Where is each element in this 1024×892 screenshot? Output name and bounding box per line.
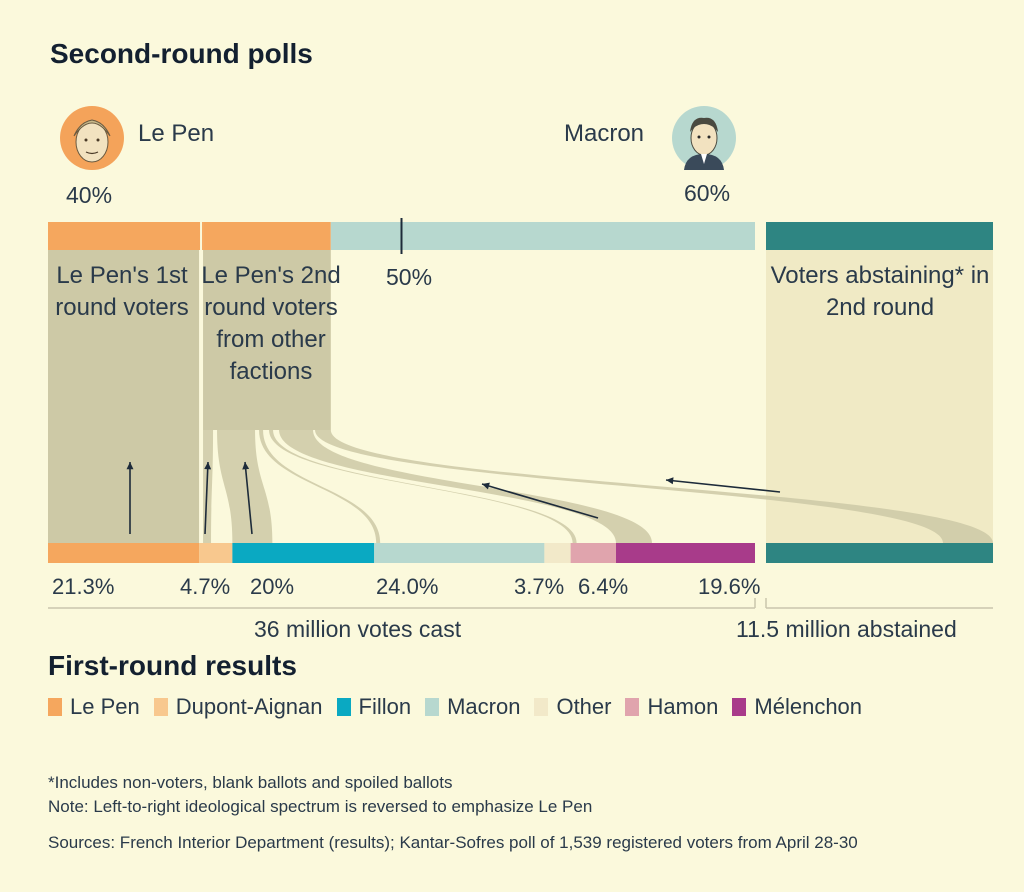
arrow-abstain-head [666,477,674,485]
lepen-1st-round-voters-label: Le Pen's 1st round voters [55,262,189,321]
legend: Le Pen Dupont-Aignan Fillon Macron Other… [48,694,876,720]
legend-label: Fillon [358,694,412,719]
midpoint-label: 50% [386,264,433,290]
arrow-fillon-head [242,462,250,470]
flow-fillon-to-lepen [217,430,273,543]
le-pen-portrait-icon [73,119,111,163]
legend-label: Other [556,694,612,719]
legend-item-le-pen: Le Pen [48,694,140,720]
abstained-total: 11.5 million abstained [736,616,957,642]
first-round-bar-abstained [766,543,993,563]
macron-portrait-icon [684,117,724,170]
footnote-note: Note: Left-to-right ideological spectrum… [48,797,593,816]
first-round-bar-melenchon [616,543,755,563]
first-round-label-melenchon: 19.6% [698,574,761,599]
first-round-label-hamon: 6.4% [578,574,629,599]
flow-melenchon-to-lepen [279,430,653,543]
first-round-label-le-pen: 21.3% [52,574,115,599]
first-round-bar-le-pen [48,543,200,563]
second-round-bar-macron [330,222,755,250]
le-pen-second-round-pct: 40% [66,182,113,208]
first-round-bar-macron [374,543,545,563]
legend-swatch [425,698,440,716]
legend-swatch [336,698,351,716]
second-round-bar-lepen-new [203,222,331,250]
first-round-label-dupont-aignan: 4.7% [180,574,231,599]
arrow-dupont-head [204,462,212,470]
flow-abstain-stay [766,250,993,543]
legend-item-other: Other [534,694,611,720]
legend-swatch [48,698,62,716]
legend-label: Le Pen [70,694,140,719]
flow-hamon-to-lepen [269,430,577,543]
flow-abstain-to-lepen [315,430,993,543]
flow-macron-to-lepen [259,430,381,543]
legend-label: Hamon [647,694,719,719]
first-round-label-macron: 24.0% [376,574,439,599]
legend-swatch [625,698,640,716]
chart-title: Second-round polls [50,38,313,69]
legend-item-hamon: Hamon [625,694,718,720]
legend-item-melenchon: Mélenchon [732,694,862,720]
legend-label: Macron [447,694,521,719]
legend-label: Mélenchon [754,694,863,719]
first-round-bar-dupont-aignan [199,543,233,563]
footnote-sources: Sources: French Interior Department (res… [48,833,858,852]
abstaining-voters-label: Voters abstaining* in 2nd round [770,262,990,321]
arrow-fillon-shaft [244,461,253,535]
arrow-melenchon-shaft [481,483,599,519]
first-round-bar-hamon [570,543,617,563]
flow-lepen-first-round [48,250,200,543]
votes-cast-total: 36 million votes cast [254,616,462,642]
le-pen-name: Le Pen [138,120,215,147]
footnote-asterisk: *Includes non-voters, blank ballots and … [48,773,453,792]
arrow-lepen-1st-head [126,462,134,470]
first-round-label-other: 3.7% [514,574,565,599]
legend-swatch [534,698,549,716]
legend-item-fillon: Fillon [336,694,412,720]
macron-second-round-pct: 60% [684,180,731,206]
lepen-2nd-round-voters-label: Le Pen's 2nd round voters from other fac… [201,262,341,385]
arrow-dupont-shaft [204,461,209,535]
macron-name: Macron [564,120,645,147]
legend-item-dupont-aignan: Dupont-Aignan [153,694,323,720]
first-round-bar-other [544,543,571,563]
second-round-bar-abstain [766,222,993,250]
arrow-melenchon-head [482,482,490,490]
legend-swatch [732,698,747,716]
first-round-bar-fillon [232,543,375,563]
legend-swatch [153,698,168,716]
legend-item-macron: Macron [425,694,520,720]
second-round-bar-lepen-base [48,222,204,250]
first-round-label-fillon: 20% [250,574,295,599]
legend-title: First-round results [48,650,297,681]
arrow-abstain-shaft [665,479,781,493]
flow-lepen-other-factions [203,250,331,430]
legend-label: Dupont-Aignan [175,694,323,719]
le-pen-avatar [60,106,124,170]
macron-avatar [672,106,736,170]
